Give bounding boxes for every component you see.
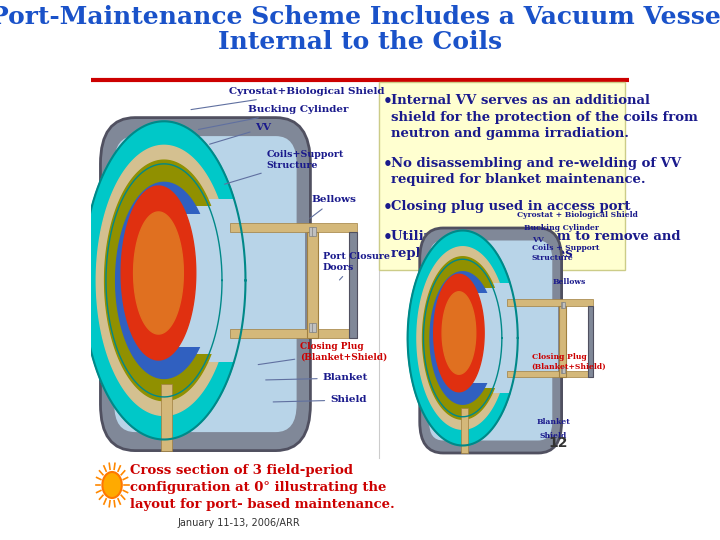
- Text: January 11-13, 2006/ARR: January 11-13, 2006/ARR: [177, 518, 300, 528]
- Text: Cyrostat+Biological Shield: Cyrostat+Biological Shield: [191, 87, 384, 110]
- Bar: [230, 223, 357, 232]
- Bar: [561, 302, 564, 308]
- FancyBboxPatch shape: [429, 240, 552, 441]
- Text: 12: 12: [548, 436, 567, 450]
- Bar: [181, 228, 305, 332]
- Bar: [467, 293, 541, 383]
- Text: Shield: Shield: [273, 395, 366, 404]
- Text: Bucking Cylinder: Bucking Cylinder: [199, 105, 348, 130]
- Text: Bellows: Bellows: [553, 278, 586, 286]
- Bar: [508, 370, 593, 377]
- Text: Coils + Support
Structure: Coils + Support Structure: [532, 244, 599, 262]
- Text: Cross section of 3 field-period
configuration at 0° illustrating the
layout for : Cross section of 3 field-period configur…: [130, 464, 395, 511]
- Polygon shape: [442, 292, 476, 374]
- Text: Shield: Shield: [539, 432, 567, 440]
- Polygon shape: [106, 164, 222, 397]
- Bar: [559, 306, 567, 377]
- Polygon shape: [423, 259, 502, 417]
- Text: •: •: [383, 230, 393, 245]
- Text: No disassembling and re-welding of VV
required for blanket maintenance.: No disassembling and re-welding of VV re…: [391, 157, 680, 186]
- Text: Bellows: Bellows: [310, 195, 356, 218]
- Bar: [309, 227, 313, 236]
- Bar: [230, 328, 357, 338]
- Bar: [175, 199, 286, 362]
- Text: Utilize articulated boom to remove and
replace blanket modules: Utilize articulated boom to remove and r…: [391, 230, 680, 260]
- Bar: [468, 288, 543, 388]
- Bar: [349, 232, 357, 338]
- Bar: [588, 306, 593, 377]
- Circle shape: [102, 472, 122, 498]
- FancyBboxPatch shape: [420, 228, 562, 453]
- Bar: [461, 408, 468, 453]
- Polygon shape: [121, 186, 196, 360]
- Bar: [309, 323, 313, 332]
- Polygon shape: [417, 247, 508, 429]
- Text: Bucking Cylinder: Bucking Cylinder: [524, 224, 599, 232]
- Text: Closing Plug
(Blanket+Shield): Closing Plug (Blanket+Shield): [532, 353, 606, 371]
- Bar: [474, 303, 558, 373]
- Text: Cyrostat + Biological Shield: Cyrostat + Biological Shield: [517, 211, 638, 219]
- Bar: [91, 0, 629, 80]
- Bar: [562, 302, 565, 308]
- Polygon shape: [423, 256, 503, 419]
- Polygon shape: [116, 183, 212, 379]
- Bar: [161, 384, 172, 450]
- Text: Blanket: Blanket: [536, 418, 570, 426]
- Bar: [172, 206, 283, 354]
- Polygon shape: [104, 160, 223, 401]
- Text: Coils+Support
Structure: Coils+Support Structure: [225, 150, 344, 184]
- Polygon shape: [430, 272, 495, 404]
- Text: Closing plug used in access port: Closing plug used in access port: [391, 200, 630, 213]
- Text: Port-Maintenance Scheme Includes a Vacuum Vessel: Port-Maintenance Scheme Includes a Vacuu…: [0, 5, 720, 29]
- Bar: [561, 367, 564, 373]
- Bar: [562, 367, 565, 373]
- Polygon shape: [96, 145, 232, 415]
- FancyBboxPatch shape: [114, 136, 297, 432]
- Text: •: •: [383, 94, 393, 109]
- Polygon shape: [433, 274, 484, 392]
- Bar: [169, 214, 280, 347]
- Bar: [470, 283, 545, 393]
- Polygon shape: [408, 231, 518, 446]
- Text: VV: VV: [210, 124, 271, 144]
- Text: Internal to the Coils: Internal to the Coils: [218, 30, 502, 54]
- Bar: [307, 232, 318, 338]
- Text: •: •: [383, 157, 393, 172]
- Bar: [312, 227, 315, 236]
- Text: •: •: [383, 200, 393, 215]
- Polygon shape: [83, 122, 246, 440]
- Bar: [508, 299, 593, 306]
- FancyBboxPatch shape: [101, 118, 310, 450]
- Text: Blanket: Blanket: [266, 374, 368, 382]
- Text: Port Closure
Doors: Port Closure Doors: [323, 252, 390, 280]
- Text: VV: VV: [532, 236, 544, 244]
- Bar: [379, 82, 625, 270]
- Polygon shape: [134, 212, 184, 334]
- Bar: [312, 323, 315, 332]
- Text: Internal VV serves as an additional
shield for the protection of the coils from
: Internal VV serves as an additional shie…: [391, 94, 698, 140]
- Text: Closing Plug
(Blanket+Shield): Closing Plug (Blanket+Shield): [258, 342, 387, 365]
